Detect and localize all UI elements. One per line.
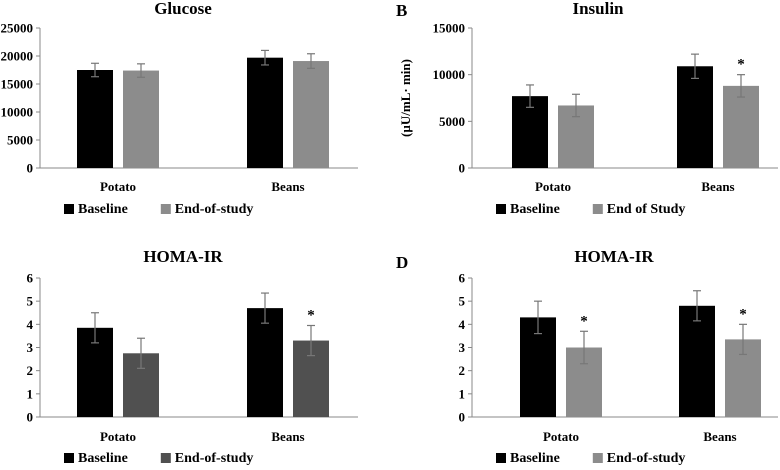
x-tick-label: Potato [100,179,136,194]
y-tick-label: 2 [27,363,34,378]
y-tick-label: 0 [459,410,466,425]
y-tick-label: 5 [27,294,34,309]
y-tick-label: 3 [459,340,466,355]
legend-label: End-of-study [175,202,254,217]
x-tick-label: Potato [543,429,579,444]
y-tick-label: 2 [459,363,466,378]
y-tick-label: 5 [459,294,466,309]
y-tick-label: 4 [27,317,34,332]
y-tick-label: 25000 [1,21,34,36]
legend-swatch [592,453,603,463]
y-tick-label: 0 [459,161,466,176]
y-tick-label: 0 [27,161,34,176]
chart-title: HOMA-IR [143,247,223,266]
bar-beans-baseline [247,308,283,417]
legend-label: Baseline [78,202,128,217]
y-tick-label: 1 [27,386,34,401]
bar-beans-baseline [247,57,283,168]
significance-marker: * [580,313,588,329]
y-tick-label: 3 [27,340,34,355]
significance-marker: * [737,57,745,73]
significance-marker: * [307,307,315,323]
bar-beans-baseline [679,305,715,417]
bar-potato-baseline [512,96,548,168]
chart-panel-4: D HOMA-IR 0 1 2 3 4 5 6 * Potato * Beans Baseline End-… [396,247,778,466]
legend-label: End-of-study [175,451,254,466]
x-tick-label: Potato [100,429,136,444]
panel-letter: D [396,253,408,272]
legend-label: End of Study [607,202,686,217]
legend-swatch [64,204,74,214]
x-tick-label: Beans [271,179,304,194]
chart-title: Glucose [154,0,212,18]
y-tick-label: 6 [459,271,466,286]
panel-letter: B [396,1,407,20]
legend-label: Baseline [510,451,560,466]
legend-swatch [160,453,171,463]
bar-potato-baseline [77,70,113,168]
chart-title: HOMA-IR [574,247,654,266]
legend-label: Baseline [510,202,560,217]
bar-beans-end [723,85,759,168]
x-tick-label: Beans [271,429,304,444]
legend-swatch [592,204,603,214]
legend-label: End-of-study [607,451,686,466]
y-tick-label: 0 [27,410,34,425]
y-tick-label: 4 [459,317,466,332]
bar-beans-end [293,61,329,168]
y-tick-label: 1 [459,386,466,401]
chart-panel-2: B Insulin (µU/mL· min) 0 5000 10000 15000 Potat… [396,0,778,217]
legend-swatch [496,453,506,463]
y-tick-label: 10000 [433,67,466,82]
legend-label: Baseline [78,451,128,466]
legend-swatch [160,204,171,214]
x-tick-label: Beans [701,179,734,194]
y-tick-label: 5000 [439,114,465,129]
y-tick-label: 15000 [1,77,34,92]
bar-beans-baseline [677,66,713,168]
chart-panel-1: Glucose 0 5000 10000 15000 20000 25000 Potato Be… [1,0,358,217]
legend-swatch [496,204,506,214]
legend-swatch [64,453,74,463]
chart-panel-3: HOMA-IR 0 1 2 3 4 5 6 Potato * Beans Baseline End-of… [27,247,358,466]
y-tick-label: 10000 [1,105,34,120]
chart-title: Insulin [572,0,624,18]
y-tick-label: 5000 [7,133,33,148]
x-tick-label: Beans [703,429,736,444]
bar-potato-end [123,70,159,168]
y-axis-label: (µU/mL· min) [398,59,413,137]
y-tick-label: 15000 [433,21,466,36]
significance-marker: * [739,306,747,322]
x-tick-label: Potato [535,179,571,194]
y-tick-label: 20000 [1,49,34,64]
y-tick-label: 6 [27,271,34,286]
